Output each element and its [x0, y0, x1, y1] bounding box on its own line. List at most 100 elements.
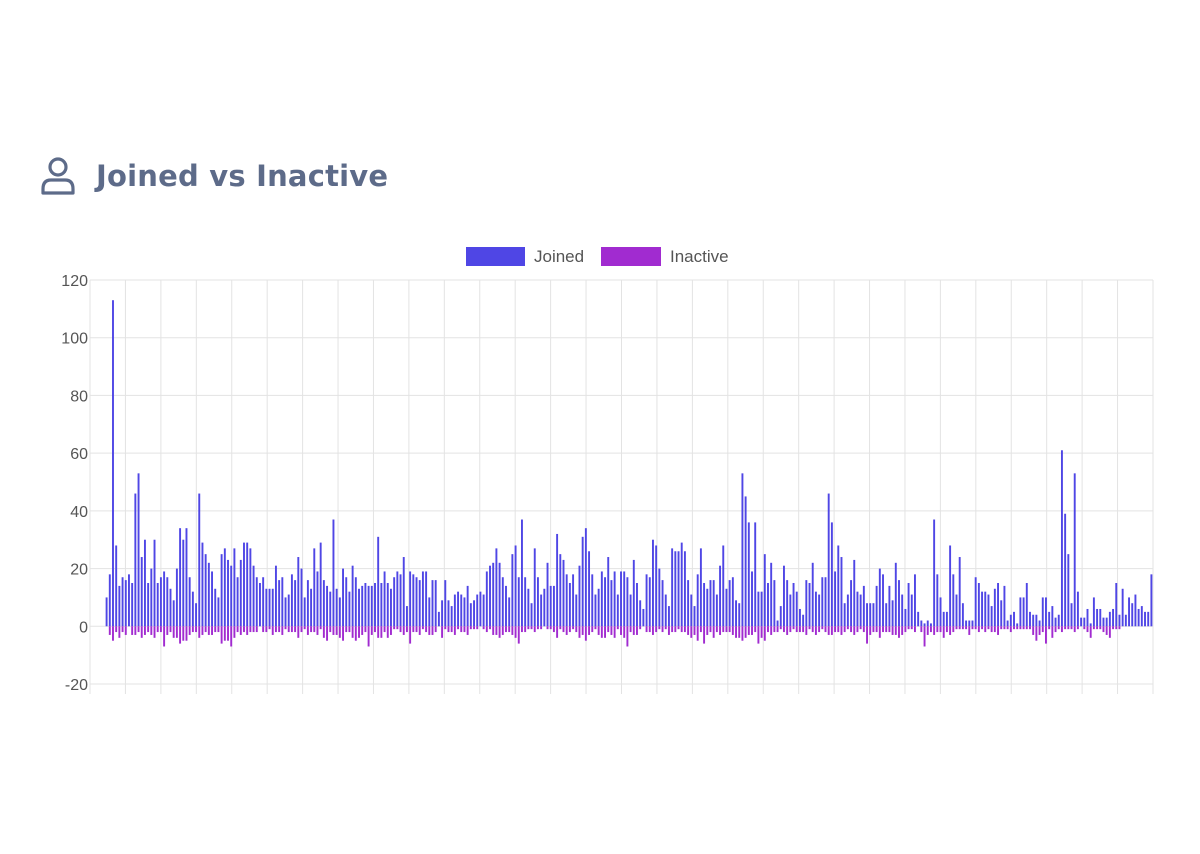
bar-joined	[185, 528, 188, 627]
bar-joined	[527, 588, 530, 627]
bar-inactive	[421, 626, 424, 630]
bar-inactive	[418, 626, 421, 635]
bar-inactive	[450, 626, 453, 633]
bar-joined	[182, 539, 185, 627]
bar-inactive	[751, 626, 753, 635]
bar-inactive	[735, 626, 737, 638]
bar-joined	[891, 600, 894, 627]
bar-joined	[952, 574, 955, 627]
bar-inactive	[907, 626, 910, 630]
bar-joined	[179, 528, 182, 627]
bar-joined	[460, 594, 463, 627]
bar-joined	[396, 571, 399, 627]
bar-joined	[1076, 591, 1079, 627]
bar-joined	[802, 614, 805, 627]
bar-inactive	[719, 626, 722, 635]
bar-joined	[444, 580, 447, 627]
bar-inactive	[715, 626, 718, 633]
bar-inactive	[559, 626, 562, 630]
bar-inactive	[853, 626, 856, 635]
bar-joined	[888, 585, 891, 627]
bar-joined	[1035, 614, 1038, 627]
bar-inactive	[629, 626, 632, 633]
bar-joined	[188, 577, 191, 627]
bar-inactive	[1013, 626, 1015, 630]
bar-inactive	[1019, 626, 1022, 630]
bar-joined	[581, 536, 584, 627]
bar-joined	[1016, 623, 1019, 627]
bar-inactive	[463, 626, 466, 633]
bar-inactive	[230, 626, 233, 647]
bar-inactive	[489, 626, 491, 630]
bar-joined	[703, 583, 706, 627]
bar-joined	[1009, 614, 1012, 627]
bar-joined	[795, 591, 798, 627]
y-tick-label: 80	[70, 388, 88, 405]
y-tick-label: 100	[61, 331, 88, 348]
bar-joined	[805, 580, 808, 627]
legend-label-inactive: Inactive	[670, 247, 729, 266]
bar-joined	[479, 591, 482, 627]
bar-inactive	[255, 626, 258, 633]
bar-joined	[1083, 617, 1086, 627]
y-tick-label: -20	[65, 677, 88, 694]
bar-joined	[974, 577, 977, 627]
bar-joined	[367, 585, 370, 627]
bar-inactive	[1009, 626, 1012, 633]
bar-inactive	[115, 626, 118, 633]
bar-joined	[249, 548, 252, 627]
bar-inactive	[779, 626, 782, 630]
bar-joined	[808, 583, 811, 627]
bar-inactive	[265, 626, 268, 633]
bar-joined	[533, 548, 536, 627]
bar-inactive	[134, 626, 137, 635]
bar-inactive	[498, 626, 501, 638]
bar-joined	[575, 594, 578, 627]
bar-inactive	[517, 626, 520, 644]
bar-joined	[556, 533, 559, 627]
bar-joined	[562, 559, 565, 627]
bar-joined	[297, 557, 300, 627]
bar-inactive	[687, 626, 690, 635]
bar-joined	[792, 583, 795, 627]
bar-inactive	[268, 626, 271, 630]
bar-joined	[770, 562, 773, 627]
bar-joined	[441, 600, 444, 627]
bar-joined	[776, 620, 779, 627]
bar-inactive	[434, 626, 437, 633]
bar-joined	[552, 585, 555, 627]
bar-joined	[259, 583, 261, 627]
bar-joined	[536, 577, 539, 627]
bar-joined	[540, 594, 543, 627]
bar-joined	[1080, 617, 1083, 627]
bar-inactive	[965, 626, 968, 630]
bar-inactive	[926, 626, 929, 635]
bar-joined	[811, 562, 814, 627]
bar-inactive	[466, 626, 469, 635]
bar-joined	[364, 583, 367, 627]
bar-joined	[469, 603, 472, 627]
bar-joined	[252, 565, 255, 627]
bar-joined	[917, 611, 920, 627]
bar-joined	[629, 594, 632, 627]
bar-joined	[1150, 574, 1153, 627]
bar-inactive	[655, 626, 658, 633]
bar-inactive	[923, 626, 926, 647]
bar-joined	[342, 568, 344, 627]
bar-joined	[546, 562, 549, 627]
chart-legend[interactable]: Joined Inactive	[466, 247, 729, 266]
bar-joined	[1147, 611, 1150, 627]
bar-inactive	[1112, 626, 1115, 630]
bar-inactive	[731, 626, 734, 635]
legend-item-inactive[interactable]: Inactive	[601, 247, 729, 266]
bar-inactive	[233, 626, 236, 638]
bar-inactive	[760, 626, 763, 638]
bar-joined	[741, 473, 744, 627]
bar-joined	[201, 542, 204, 627]
bar-joined	[1137, 608, 1140, 627]
legend-item-joined[interactable]: Joined	[466, 247, 584, 266]
bar-joined	[568, 583, 571, 627]
bar-joined	[559, 554, 562, 627]
bar-joined	[677, 551, 680, 627]
bar-inactive	[1038, 626, 1041, 635]
